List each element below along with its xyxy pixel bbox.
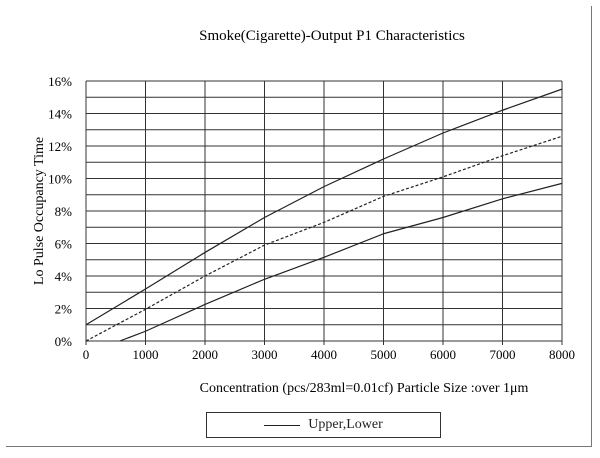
x-tick-label: 7000 <box>490 347 516 362</box>
x-tick-label: 8000 <box>549 347 575 362</box>
chart-frame <box>6 6 592 447</box>
series-line-lower <box>119 182 563 342</box>
y-tick-label: 8% <box>55 204 73 219</box>
legend-line-swatch <box>264 424 301 426</box>
x-tick-label: 2000 <box>192 347 218 362</box>
y-tick-label: 16% <box>48 74 72 89</box>
series-line-typical <box>85 135 563 342</box>
x-tick-label: 5000 <box>371 347 397 362</box>
y-tick-label: 10% <box>48 172 72 187</box>
legend-label: Upper,Lower <box>308 417 383 432</box>
y-tick-label: 6% <box>55 237 73 252</box>
x-tick-label: 3000 <box>252 347 278 362</box>
y-axis-label: Lo Pulse Occupancy Time <box>32 137 47 285</box>
series-line-upper <box>85 88 563 326</box>
x-axis-label: Concentration (pcs/283ml=0.01cf) Particl… <box>200 381 529 396</box>
y-tick-label: 0% <box>55 334 73 349</box>
x-tick-label: 1000 <box>133 347 159 362</box>
x-tick-label: 4000 <box>311 347 337 362</box>
legend: Upper,Lower <box>206 412 441 438</box>
y-tick-label: 12% <box>48 139 72 154</box>
chart-title: Smoke(Cigarette)-Output P1 Characteristi… <box>199 28 465 44</box>
y-tick-label: 14% <box>48 107 72 122</box>
y-tick-label: 2% <box>55 302 73 317</box>
x-tick-label: 6000 <box>430 347 456 362</box>
x-tick-label: 0 <box>83 347 90 362</box>
y-tick-label: 4% <box>55 269 73 284</box>
